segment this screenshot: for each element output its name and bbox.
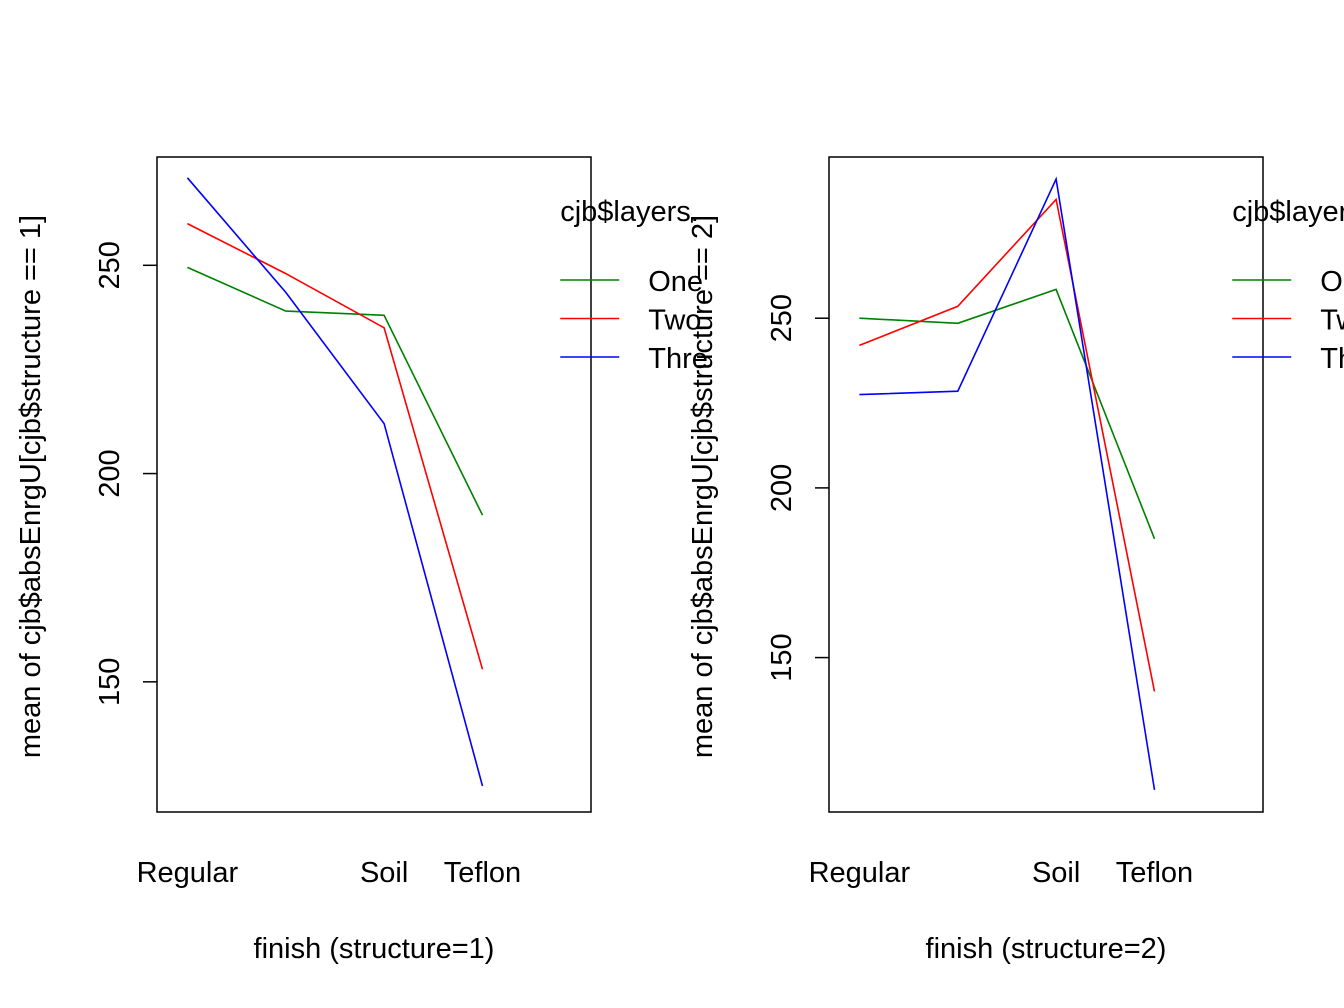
legend-label: One [1320, 266, 1344, 298]
legend-label: Two [648, 305, 701, 337]
x-tick-label: Teflon [1116, 857, 1193, 889]
y-tick-label: 200 [94, 449, 126, 497]
chart-panel-2: 150 200 250 Regular Soil Teflon finish (struct… [687, 156, 1344, 965]
y-axis-title: mean of cjb$absEnrgU[cjb$structure == 2] [687, 215, 719, 758]
chart-panel-1: 150 200 250 Regular Soil Teflon finish (struct… [15, 156, 708, 965]
legend-label: One [648, 266, 703, 298]
x-tick-label: Teflon [444, 857, 521, 889]
series-line-thre [859, 176, 1156, 791]
x-tick-label: Regular [137, 857, 239, 889]
legend-label: Thre [1320, 343, 1344, 375]
y-tick-label: 200 [766, 464, 798, 512]
series-line-two [859, 197, 1156, 692]
x-tick-label: Soil [360, 857, 408, 889]
x-axis-title: finish (structure=2) [926, 933, 1167, 965]
legend-title: cjb$layers. [1232, 196, 1344, 228]
legend-label: Thre [648, 343, 708, 375]
y-tick-label: 250 [94, 241, 126, 289]
plot-frame [828, 156, 1264, 813]
plot-frame [156, 156, 592, 813]
y-tick-label: 250 [766, 294, 798, 342]
x-tick-label: Regular [809, 857, 911, 889]
y-tick-label: 150 [94, 658, 126, 706]
x-axis-title: finish (structure=1) [254, 933, 495, 965]
x-tick-label: Soil [1032, 857, 1080, 889]
series-line-one [859, 288, 1156, 540]
y-tick-label: 150 [766, 633, 798, 681]
series-line-thre [186, 177, 484, 787]
series-line-one [187, 266, 484, 516]
legend-title: cjb$layers. [560, 196, 699, 228]
series-line-two [187, 222, 484, 670]
y-axis-title: mean of cjb$absEnrgU[cjb$structure == 1] [15, 215, 47, 758]
legend-label: Two [1320, 305, 1344, 337]
